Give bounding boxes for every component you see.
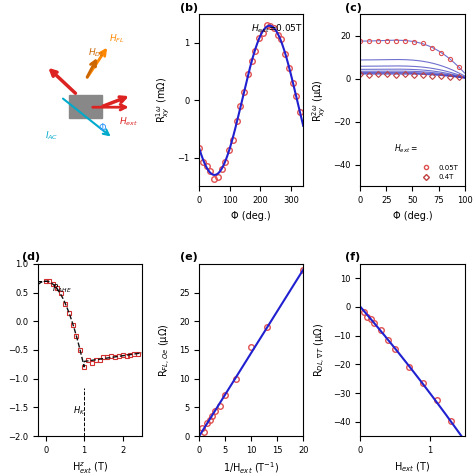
X-axis label: Φ (deg.): Φ (deg.) [392, 210, 432, 221]
Text: (e): (e) [181, 253, 198, 263]
Text: $I_{AC}$: $I_{AC}$ [45, 129, 58, 142]
Text: $H_{ext}$: $H_{ext}$ [119, 116, 138, 128]
Text: $H_{FL}$: $H_{FL}$ [109, 33, 124, 46]
Text: $H_K$: $H_K$ [73, 405, 86, 417]
Y-axis label: R$_{xy}^{2ω}$ (μΩ): R$_{xy}^{2ω}$ (μΩ) [310, 79, 328, 122]
Text: $H_{ext}$=0.05T: $H_{ext}$=0.05T [251, 22, 303, 35]
Y-axis label: R$_{DL,∇T}$ (μΩ): R$_{DL,∇T}$ (μΩ) [312, 323, 328, 377]
X-axis label: H$_{ext}$ (T): H$_{ext}$ (T) [394, 460, 431, 474]
Text: (d): (d) [22, 253, 40, 263]
Text: (f): (f) [345, 253, 360, 263]
Bar [69, 95, 102, 118]
Text: $H_{DL}$: $H_{DL}$ [88, 46, 105, 59]
Legend: 0.05T, 0.4T: 0.05T, 0.4T [416, 162, 461, 183]
Y-axis label: R$_{FL,Oe}$ (μΩ): R$_{FL,Oe}$ (μΩ) [158, 323, 173, 377]
Text: (c): (c) [345, 3, 362, 13]
X-axis label: 1/H$_{ext}$ (T$^{-1}$): 1/H$_{ext}$ (T$^{-1}$) [223, 460, 279, 474]
Text: $H_{ext}$ =: $H_{ext}$ = [394, 143, 418, 155]
Text: $\Phi$: $\Phi$ [98, 121, 108, 133]
Y-axis label: R$_{xy}^{1ω}$ (mΩ): R$_{xy}^{1ω}$ (mΩ) [154, 77, 172, 123]
Text: (b): (b) [181, 3, 199, 13]
X-axis label: H$_{ext}^{z}$ (T): H$_{ext}^{z}$ (T) [72, 460, 108, 474]
Text: $R_{AHE}$: $R_{AHE}$ [53, 283, 73, 295]
X-axis label: Φ (deg.): Φ (deg.) [231, 210, 271, 221]
